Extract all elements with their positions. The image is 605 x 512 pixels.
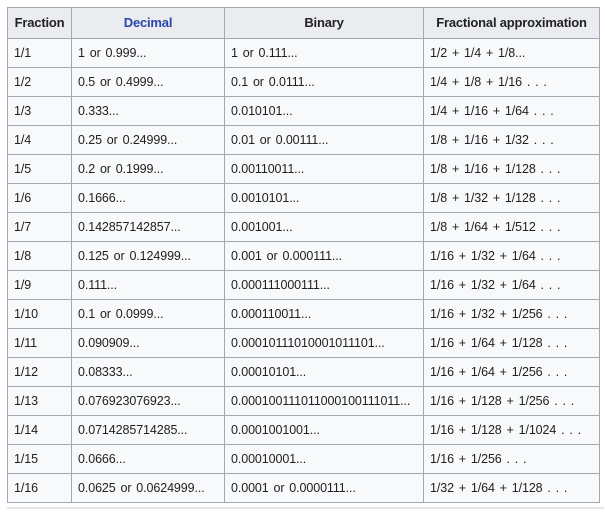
table-row: 1/15 0.0666... 0.00010001... 1/16 + 1/25… bbox=[7, 444, 600, 474]
approximation-cell: 1/4 + 1/16 + 1/64 . . . bbox=[423, 96, 600, 126]
decimal-link[interactable]: Decimal bbox=[123, 15, 173, 30]
binary-cell: 0.010101... bbox=[224, 96, 424, 126]
table-row: 1/13 0.076923076923... 0.000100111011000… bbox=[7, 386, 600, 416]
table-row: 1/10 0.1 or 0.0999... 0.000110011... 1/1… bbox=[7, 299, 600, 329]
decimal-cell: 0.25 or 0.24999... bbox=[71, 125, 225, 155]
table-row: 1/11 0.090909... 0.00010111010001011101.… bbox=[7, 328, 600, 358]
table-row: 1/14 0.0714285714285... 0.0001001001... … bbox=[7, 415, 600, 445]
fraction-cell: 1/15 bbox=[7, 444, 72, 474]
decimal-cell: 0.090909... bbox=[71, 328, 225, 358]
table-row: 1/12 0.08333... 0.00010101... 1/16 + 1/6… bbox=[7, 357, 600, 387]
table-row: 1/9 0.111... 0.000111000111... 1/16 + 1/… bbox=[7, 270, 600, 300]
approximation-cell: 1/16 + 1/256 . . . bbox=[423, 444, 600, 474]
decimal-cell: 0.08333... bbox=[71, 357, 225, 387]
decimal-cell: 0.1666... bbox=[71, 183, 225, 213]
approximation-cell: 1/8 + 1/64 + 1/512 . . . bbox=[423, 212, 600, 242]
approximation-cell: 1/16 + 1/32 + 1/64 . . . bbox=[423, 270, 600, 300]
table-bottom-shadow bbox=[7, 507, 604, 509]
approximation-cell: 1/8 + 1/16 + 1/32 . . . bbox=[423, 125, 600, 155]
table-row: 1/7 0.142857142857... 0.001001... 1/8 + … bbox=[7, 212, 600, 242]
decimal-cell: 0.0666... bbox=[71, 444, 225, 474]
binary-cell: 1 or 0.111... bbox=[224, 38, 424, 68]
decimal-cell: 0.076923076923... bbox=[71, 386, 225, 416]
fraction-cell: 1/7 bbox=[7, 212, 72, 242]
fraction-cell: 1/16 bbox=[7, 473, 72, 503]
column-header-decimal: Decimal bbox=[71, 7, 225, 39]
fraction-cell: 1/8 bbox=[7, 241, 72, 271]
column-header-fraction: Fraction bbox=[7, 7, 72, 39]
binary-cell: 0.0001 or 0.0000111... bbox=[224, 473, 424, 503]
approximation-cell: 1/16 + 1/64 + 1/256 . . . bbox=[423, 357, 600, 387]
approximation-cell: 1/2 + 1/4 + 1/8... bbox=[423, 38, 600, 68]
decimal-cell: 0.2 or 0.1999... bbox=[71, 154, 225, 184]
binary-cell: 0.00010101... bbox=[224, 357, 424, 387]
binary-cell: 0.001 or 0.000111... bbox=[224, 241, 424, 271]
table-row: 1/4 0.25 or 0.24999... 0.01 or 0.00111..… bbox=[7, 125, 600, 155]
fractions-table: Fraction Decimal Binary Fractional appro… bbox=[7, 7, 600, 503]
decimal-cell: 0.5 or 0.4999... bbox=[71, 67, 225, 97]
table-row: 1/1 1 or 0.999... 1 or 0.111... 1/2 + 1/… bbox=[7, 38, 600, 68]
column-header-binary: Binary bbox=[224, 7, 424, 39]
decimal-cell: 1 or 0.999... bbox=[71, 38, 225, 68]
fraction-cell: 1/5 bbox=[7, 154, 72, 184]
fraction-cell: 1/12 bbox=[7, 357, 72, 387]
binary-cell: 0.000111000111... bbox=[224, 270, 424, 300]
binary-cell: 0.01 or 0.00111... bbox=[224, 125, 424, 155]
fraction-cell: 1/13 bbox=[7, 386, 72, 416]
decimal-cell: 0.0625 or 0.0624999... bbox=[71, 473, 225, 503]
approximation-cell: 1/16 + 1/32 + 1/256 . . . bbox=[423, 299, 600, 329]
approximation-cell: 1/16 + 1/32 + 1/64 . . . bbox=[423, 241, 600, 271]
decimal-cell: 0.0714285714285... bbox=[71, 415, 225, 445]
approximation-cell: 1/8 + 1/16 + 1/128 . . . bbox=[423, 154, 600, 184]
binary-cell: 0.000100111011000100111011... bbox=[224, 386, 424, 416]
column-header-fractional-approximation: Fractional approximation bbox=[423, 7, 600, 39]
binary-cell: 0.0010101... bbox=[224, 183, 424, 213]
approximation-cell: 1/16 + 1/128 + 1/1024 . . . bbox=[423, 415, 600, 445]
decimal-cell: 0.142857142857... bbox=[71, 212, 225, 242]
fraction-cell: 1/3 bbox=[7, 96, 72, 126]
binary-cell: 0.001001... bbox=[224, 212, 424, 242]
approximation-cell: 1/4 + 1/8 + 1/16 . . . bbox=[423, 67, 600, 97]
binary-cell: 0.00010001... bbox=[224, 444, 424, 474]
fraction-cell: 1/11 bbox=[7, 328, 72, 358]
table-row: 1/3 0.333... 0.010101... 1/4 + 1/16 + 1/… bbox=[7, 96, 600, 126]
decimal-cell: 0.1 or 0.0999... bbox=[71, 299, 225, 329]
binary-cell: 0.0001001001... bbox=[224, 415, 424, 445]
decimal-cell: 0.333... bbox=[71, 96, 225, 126]
fraction-cell: 1/6 bbox=[7, 183, 72, 213]
fraction-cell: 1/14 bbox=[7, 415, 72, 445]
binary-cell: 0.00010111010001011101... bbox=[224, 328, 424, 358]
fraction-cell: 1/1 bbox=[7, 38, 72, 68]
fraction-cell: 1/9 bbox=[7, 270, 72, 300]
binary-cell: 0.00110011... bbox=[224, 154, 424, 184]
decimal-cell: 0.111... bbox=[71, 270, 225, 300]
approximation-cell: 1/8 + 1/32 + 1/128 . . . bbox=[423, 183, 600, 213]
approximation-cell: 1/32 + 1/64 + 1/128 . . . bbox=[423, 473, 600, 503]
table-row: 1/16 0.0625 or 0.0624999... 0.0001 or 0.… bbox=[7, 473, 600, 503]
binary-cell: 0.1 or 0.0111... bbox=[224, 67, 424, 97]
table-row: 1/6 0.1666... 0.0010101... 1/8 + 1/32 + … bbox=[7, 183, 600, 213]
binary-cell: 0.000110011... bbox=[224, 299, 424, 329]
fraction-cell: 1/10 bbox=[7, 299, 72, 329]
fraction-cell: 1/4 bbox=[7, 125, 72, 155]
approximation-cell: 1/16 + 1/128 + 1/256 . . . bbox=[423, 386, 600, 416]
header-row: Fraction Decimal Binary Fractional appro… bbox=[7, 7, 600, 39]
table-row: 1/5 0.2 or 0.1999... 0.00110011... 1/8 +… bbox=[7, 154, 600, 184]
table-row: 1/8 0.125 or 0.124999... 0.001 or 0.0001… bbox=[7, 241, 600, 271]
table-row: 1/2 0.5 or 0.4999... 0.1 or 0.0111... 1/… bbox=[7, 67, 600, 97]
decimal-cell: 0.125 or 0.124999... bbox=[71, 241, 225, 271]
approximation-cell: 1/16 + 1/64 + 1/128 . . . bbox=[423, 328, 600, 358]
fraction-cell: 1/2 bbox=[7, 67, 72, 97]
